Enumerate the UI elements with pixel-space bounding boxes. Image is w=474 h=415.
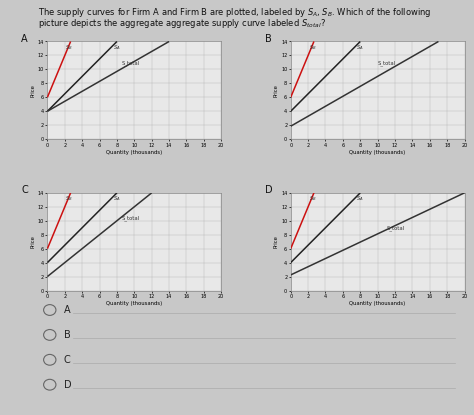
Text: S_total: S_total [121, 215, 139, 221]
Text: $S_A$: $S_A$ [113, 43, 121, 52]
X-axis label: Quantity (thousands): Quantity (thousands) [106, 301, 163, 306]
X-axis label: Quantity (thousands): Quantity (thousands) [106, 150, 163, 155]
Text: picture depicts the aggregate aggregate supply curve labeled $S_{total}$?: picture depicts the aggregate aggregate … [38, 17, 326, 29]
Text: $S_B$: $S_B$ [65, 43, 73, 52]
Text: A: A [21, 34, 28, 44]
Text: A: A [64, 305, 71, 315]
Text: $S_A$: $S_A$ [356, 194, 364, 203]
Text: B: B [64, 330, 71, 340]
Text: $S_A$: $S_A$ [356, 43, 364, 52]
Text: C: C [64, 355, 71, 365]
Text: The supply curves for Firm A and Firm B are plotted, labeled by $S_A$, $S_B$. Wh: The supply curves for Firm A and Firm B … [38, 6, 431, 19]
Text: D: D [264, 185, 272, 195]
Text: $S_B$: $S_B$ [309, 194, 316, 203]
Y-axis label: Price: Price [31, 84, 36, 97]
Text: $S_A$: $S_A$ [113, 194, 121, 203]
Text: $S_B$: $S_B$ [309, 43, 316, 52]
Text: C: C [21, 185, 28, 195]
Text: S_total: S_total [378, 60, 396, 66]
Y-axis label: Price: Price [274, 235, 279, 248]
Text: B: B [264, 34, 272, 44]
Text: $S_B$: $S_B$ [65, 194, 73, 203]
X-axis label: Quantity (thousands): Quantity (thousands) [349, 301, 406, 306]
Y-axis label: Price: Price [274, 84, 279, 97]
Y-axis label: Price: Price [31, 235, 36, 248]
Text: S_total: S_total [121, 60, 139, 66]
Text: S_total: S_total [386, 225, 404, 231]
Text: D: D [64, 380, 72, 390]
X-axis label: Quantity (thousands): Quantity (thousands) [349, 150, 406, 155]
